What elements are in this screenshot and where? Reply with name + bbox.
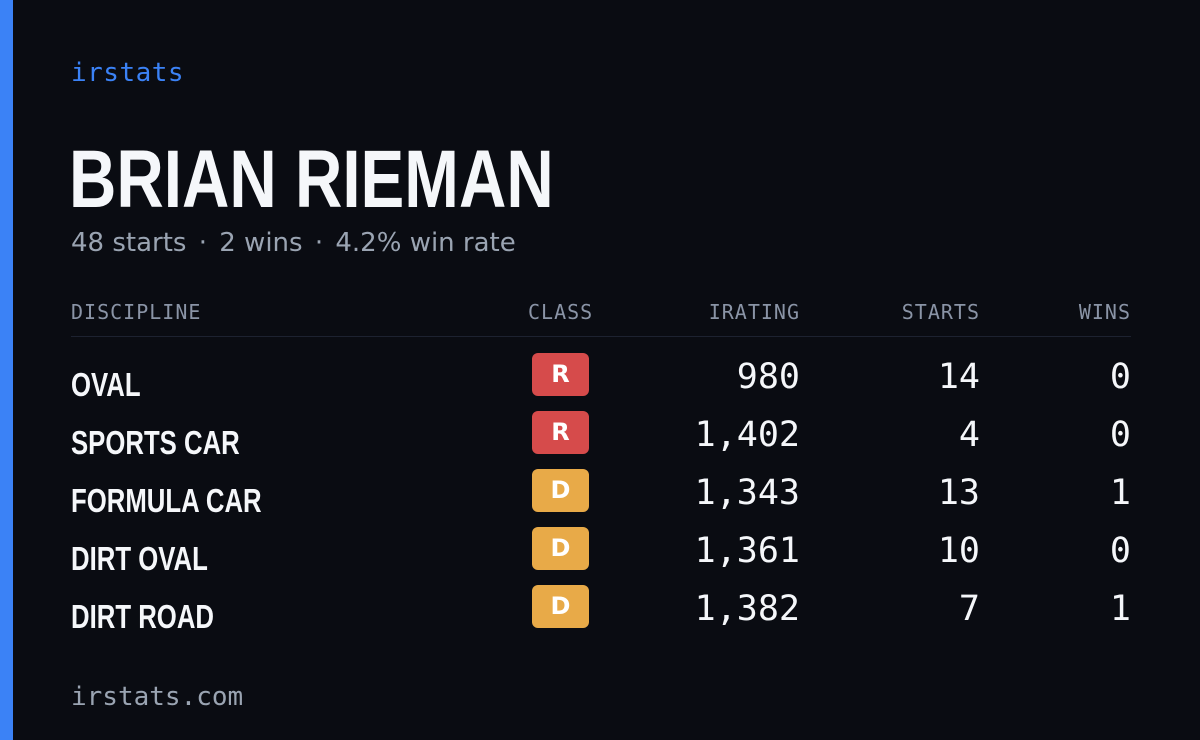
wins-value: 1 [1109,473,1131,513]
license-class-badge: D [532,469,589,512]
table-row: FORMULA CAR D 1,343 13 1 [71,469,1131,527]
win-rate-summary: 4.2% win rate [335,228,516,258]
table-row: DIRT ROAD D 1,382 7 1 [71,585,1131,643]
irating-value: 980 [736,357,800,397]
table-row: OVAL R 980 14 0 [71,353,1131,411]
irating-value: 1,343 [694,473,800,513]
discipline-name: DIRT ROAD [71,598,214,635]
summary-separator: · [198,228,207,258]
accent-bar [0,0,13,740]
wins-value: 0 [1109,415,1131,455]
license-class-badge: D [532,585,589,628]
wins-value: 1 [1109,589,1131,629]
starts-value: 7 [958,589,980,629]
irating-value: 1,402 [694,415,800,455]
starts-value: 14 [937,357,980,397]
irating-value: 1,361 [694,531,800,571]
brand-logo: irstats [71,58,185,88]
irating-value: 1,382 [694,589,800,629]
table-row: DIRT OVAL D 1,361 10 0 [71,527,1131,585]
discipline-name: FORMULA CAR [71,482,262,519]
starts-value: 10 [937,531,980,571]
wins-value: 0 [1109,531,1131,571]
license-class-badge: R [532,353,589,396]
footer-url: irstats.com [71,682,244,712]
header-starts: STARTS [901,300,980,324]
player-name: BRIAN RIEMAN [69,134,554,225]
license-class-badge: R [532,411,589,454]
starts-value: 13 [937,473,980,513]
stats-table: DISCIPLINE CLASS IRATING STARTS WINS OVA… [71,298,1131,643]
table-row: SPORTS CAR R 1,402 4 0 [71,411,1131,469]
header-wins: WINS [1078,300,1131,324]
header-discipline: DISCIPLINE [71,300,202,324]
wins-value: 0 [1109,357,1131,397]
discipline-name: SPORTS CAR [71,424,240,461]
header-irating: IRATING [708,300,800,324]
header-class: CLASS [528,300,594,324]
discipline-name: DIRT OVAL [71,540,208,577]
wins-summary: 2 wins [219,228,303,258]
license-class-badge: D [532,527,589,570]
discipline-name: OVAL [71,366,141,403]
summary-separator: · [314,228,324,258]
starts-summary: 48 starts [71,228,187,258]
table-header: DISCIPLINE CLASS IRATING STARTS WINS [71,298,1131,337]
player-summary: 48 starts · 2 wins · 4.2% win rate [71,228,516,258]
starts-value: 4 [958,415,980,455]
